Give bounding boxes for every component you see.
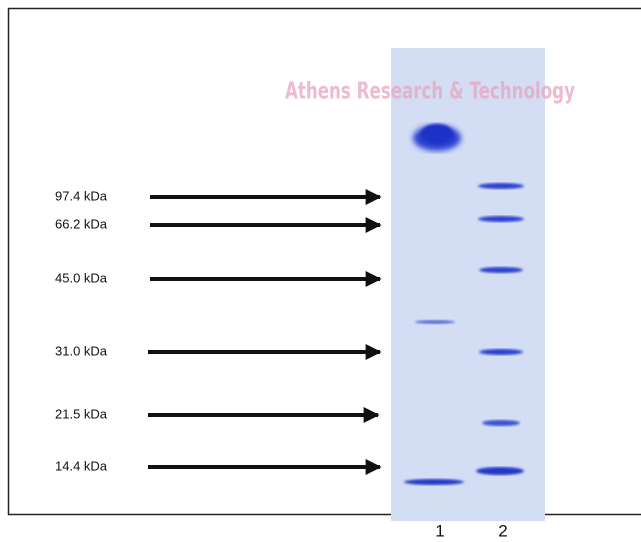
gel-shade [391,48,545,521]
band [421,124,453,144]
band [415,320,455,324]
marker-label: 45.0 kDa [55,270,108,285]
band [482,420,520,426]
marker-label: 97.4 kDa [55,188,108,203]
marker-label: 21.5 kDa [55,406,108,421]
frame [7,7,641,516]
lane-label: 2 [498,521,507,540]
band [404,479,464,485]
band [479,267,523,273]
band [478,216,524,222]
watermark: Athens Research & Technology [285,79,575,105]
band [478,183,524,189]
marker-label: 14.4 kDa [55,458,108,473]
marker-label: 66.2 kDa [55,216,108,231]
lane-label: 1 [435,521,444,540]
band [476,467,524,475]
markers [148,189,382,475]
marker-label: 31.0 kDa [55,343,108,358]
band [479,349,523,355]
